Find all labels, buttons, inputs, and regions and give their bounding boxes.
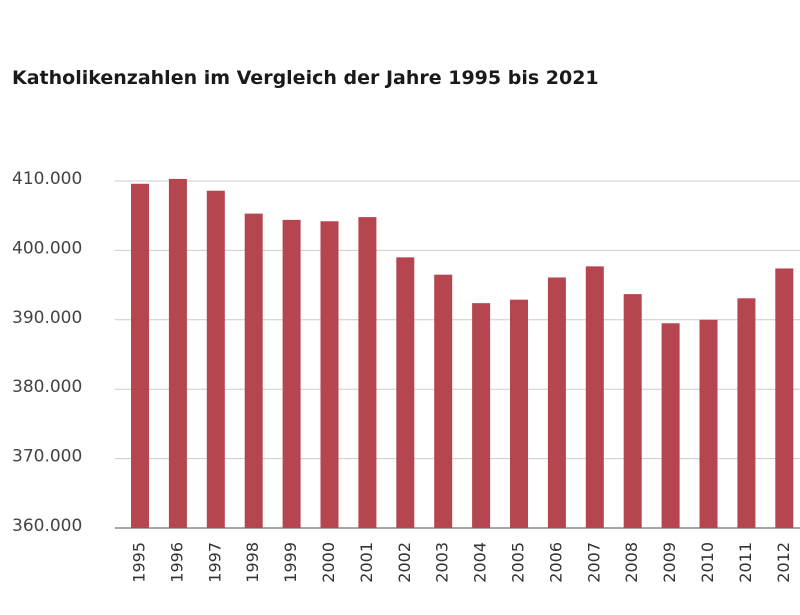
bar xyxy=(737,298,756,528)
bar xyxy=(661,323,680,528)
x-tick-label: 2000 xyxy=(319,542,338,583)
bar xyxy=(510,299,528,528)
bar xyxy=(131,183,149,528)
y-tick-label: 370.000 xyxy=(12,447,82,467)
x-tick-label: 2008 xyxy=(622,542,641,583)
bar xyxy=(282,219,301,528)
y-tick-label: 410.000 xyxy=(12,169,82,189)
x-tick-label: 1997 xyxy=(205,542,224,583)
y-tick-label: 400.000 xyxy=(12,238,82,258)
x-tick-label: 2003 xyxy=(433,542,452,583)
x-tick-label: 2012 xyxy=(774,542,793,583)
x-tick-label: 2002 xyxy=(395,542,414,583)
bar xyxy=(396,257,415,528)
x-tick-label: 2001 xyxy=(357,542,376,583)
x-tick-label: 2006 xyxy=(546,542,565,583)
bar xyxy=(585,266,604,528)
y-tick-label: 360.000 xyxy=(12,516,82,536)
x-tick-label: 1999 xyxy=(281,542,300,583)
x-tick-label: 2004 xyxy=(471,542,490,583)
bar xyxy=(320,221,339,528)
x-tick-label: 2005 xyxy=(509,542,528,583)
x-tick-label: 2010 xyxy=(698,542,717,583)
bar xyxy=(358,217,377,528)
bar xyxy=(206,190,225,528)
x-tick-label: 1995 xyxy=(130,542,149,583)
x-tick-label: 2007 xyxy=(584,542,603,583)
x-tick-label: 1998 xyxy=(243,542,262,583)
bar xyxy=(244,213,263,529)
bar xyxy=(775,268,794,528)
bar xyxy=(547,277,566,528)
y-tick-label: 380.000 xyxy=(12,377,82,397)
bar xyxy=(472,303,491,528)
bar xyxy=(623,294,642,528)
chart-title: Katholikenzahlen im Vergleich der Jahre … xyxy=(12,67,599,89)
bar xyxy=(434,274,453,528)
bar xyxy=(168,178,187,528)
y-tick-label: 390.000 xyxy=(12,308,82,328)
x-tick-label: 2011 xyxy=(736,542,755,583)
x-tick-label: 1996 xyxy=(167,542,186,583)
x-tick-label: 2009 xyxy=(660,542,679,583)
bar xyxy=(699,319,718,528)
